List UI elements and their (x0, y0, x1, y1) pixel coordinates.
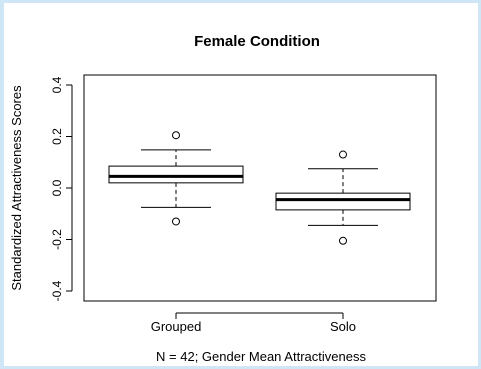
y-tick-label: 0.2 (50, 128, 64, 145)
box-solo (275, 150, 411, 245)
boxplot-chart: Female Condition Standardized Attractive… (9, 33, 437, 364)
iqr-box (108, 165, 244, 184)
x-tick-label: Grouped (151, 319, 202, 334)
y-tick-label: -0.2 (50, 229, 64, 250)
x-axis: Grouped Solo (151, 312, 356, 334)
chart-frame: Female Condition Standardized Attractive… (4, 3, 478, 366)
x-axis-label: N = 42; Gender Mean Attractiveness (156, 349, 366, 364)
y-tick-label: -0.4 (50, 280, 64, 301)
outlier-point (172, 217, 180, 226)
outlier-point (339, 150, 347, 159)
outlier-point (339, 236, 347, 245)
chart-title: Female Condition (194, 33, 320, 50)
y-tick-label: 0.4 (50, 76, 64, 93)
y-tick-label: 0.0 (50, 179, 64, 196)
y-axis: -0.4 -0.2 0.0 0.2 0.4 (50, 76, 73, 301)
x-tick-label: Solo (330, 319, 356, 334)
outlier-point (172, 131, 180, 140)
y-axis-label: Standardized Attractiveness Scores (9, 85, 24, 291)
boxes-layer (108, 131, 411, 245)
plot-frame (83, 74, 437, 302)
box-grouped (108, 131, 244, 226)
iqr-box (275, 192, 411, 211)
